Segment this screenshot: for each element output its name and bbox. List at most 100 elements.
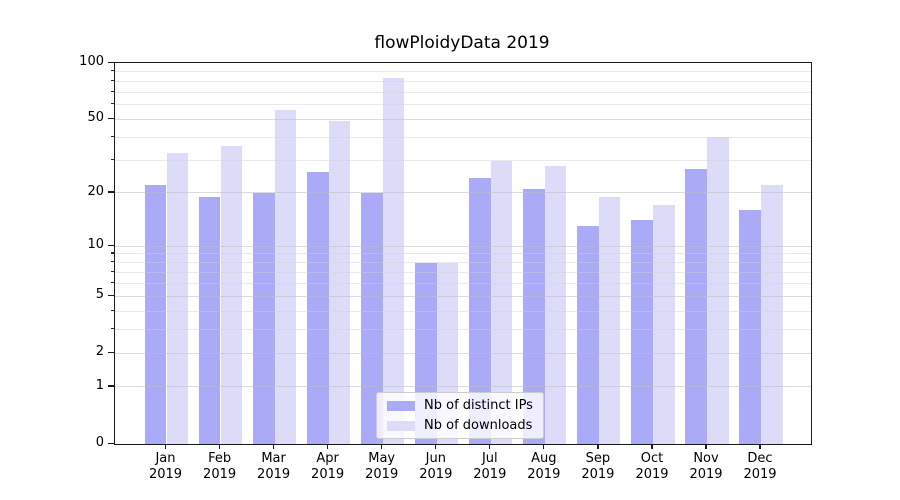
gridline-7 bbox=[115, 271, 811, 273]
gridline-2 bbox=[115, 352, 811, 354]
legend-item-distinct-ips: Nb of distinct IPs bbox=[387, 398, 543, 413]
x-tick-jan bbox=[164, 444, 167, 449]
x-tick-may bbox=[381, 444, 383, 449]
legend-label-distinct-ips: Nb of distinct IPs bbox=[424, 398, 533, 413]
chart-title: flowPloidyData 2019 bbox=[374, 33, 550, 53]
bar-downloads-dec bbox=[761, 185, 783, 444]
gridline-4 bbox=[115, 310, 811, 312]
x-tick-mar bbox=[272, 444, 275, 449]
bar-downloads-oct bbox=[653, 205, 675, 444]
x-tick-sep bbox=[597, 444, 599, 449]
bar-downloads-apr bbox=[328, 121, 351, 444]
x-tick-label-apr: Apr 2019 bbox=[311, 451, 345, 482]
y-minor-tick-3 bbox=[110, 328, 114, 330]
x-tick-label-may: May 2019 bbox=[365, 451, 399, 482]
x-tick-jun bbox=[435, 444, 437, 449]
plot-area bbox=[114, 62, 812, 445]
gridline-8 bbox=[115, 262, 811, 264]
x-tick-label-mar: Mar 2019 bbox=[257, 451, 291, 482]
y-tick-1 bbox=[108, 385, 114, 387]
y-minor-tick-4 bbox=[110, 309, 114, 311]
gridline-70 bbox=[115, 91, 811, 93]
y-tick-label-1: 1 bbox=[95, 377, 104, 393]
y-minor-tick-70 bbox=[110, 90, 114, 92]
x-tick-apr bbox=[326, 444, 329, 449]
x-tick-nov bbox=[705, 444, 707, 449]
gridline-80 bbox=[115, 80, 811, 82]
y-minor-tick-30 bbox=[110, 159, 114, 161]
x-tick-label-feb: Feb 2019 bbox=[203, 451, 237, 482]
x-tick-label-jul: Jul 2019 bbox=[473, 451, 507, 482]
bar-downloads-jul bbox=[490, 160, 513, 444]
y-tick-2 bbox=[108, 351, 114, 354]
legend-swatch-downloads bbox=[387, 420, 415, 431]
y-minor-tick-60 bbox=[110, 103, 114, 105]
y-tick-0 bbox=[108, 442, 114, 444]
y-minor-tick-90 bbox=[110, 70, 114, 72]
bar-downloads-aug bbox=[544, 166, 567, 444]
bar-distinct-ips-feb bbox=[198, 196, 221, 444]
x-tick-label-oct: Oct 2019 bbox=[635, 451, 669, 482]
x-tick-oct bbox=[651, 444, 653, 449]
legend-item-downloads: Nb of downloads bbox=[387, 418, 543, 433]
gridline-3 bbox=[115, 329, 811, 331]
y-tick-label-5: 5 bbox=[95, 287, 104, 303]
x-tick-aug bbox=[543, 444, 545, 449]
gridline-5 bbox=[115, 295, 811, 297]
x-tick-dec bbox=[759, 444, 761, 449]
bar-downloads-jan bbox=[166, 152, 189, 444]
bar-distinct-ips-dec bbox=[739, 210, 761, 444]
x-tick-label-sep: Sep 2019 bbox=[581, 451, 615, 482]
y-tick-label-0: 0 bbox=[95, 435, 104, 450]
y-minor-tick-8 bbox=[110, 261, 114, 263]
y-minor-tick-40 bbox=[110, 135, 114, 138]
bar-downloads-sep bbox=[598, 196, 621, 444]
bar-distinct-ips-jan bbox=[144, 185, 167, 444]
legend: Nb of distinct IPs Nb of downloads bbox=[376, 392, 544, 439]
bar-distinct-ips-apr bbox=[307, 171, 329, 444]
gridline-40 bbox=[115, 136, 811, 138]
bar-downloads-feb bbox=[220, 145, 243, 444]
gridline-50 bbox=[115, 118, 811, 120]
bar-distinct-ips-jul bbox=[469, 178, 491, 444]
legend-label-downloads: Nb of downloads bbox=[424, 418, 533, 433]
bar-distinct-ips-sep bbox=[577, 226, 599, 444]
x-tick-label-jun: Jun 2019 bbox=[419, 451, 453, 482]
x-tick-label-jan: Jan 2019 bbox=[148, 451, 183, 482]
bar-distinct-ips-may bbox=[361, 192, 383, 444]
y-tick-label-100: 100 bbox=[79, 54, 104, 69]
x-tick-feb bbox=[218, 444, 221, 449]
bar-distinct-ips-aug bbox=[523, 188, 545, 444]
y-tick-100 bbox=[108, 61, 114, 63]
gridline-30 bbox=[115, 160, 811, 161]
gridline-1 bbox=[115, 386, 811, 388]
y-minor-tick-7 bbox=[110, 270, 114, 273]
x-tick-label-dec: Dec 2019 bbox=[743, 451, 777, 482]
gridline-9 bbox=[115, 253, 811, 255]
y-minor-tick-80 bbox=[110, 79, 114, 82]
gridline-6 bbox=[115, 282, 811, 284]
gridline-90 bbox=[115, 71, 811, 73]
y-tick-label-2: 2 bbox=[95, 344, 104, 360]
y-tick-10 bbox=[108, 244, 114, 246]
gridline-60 bbox=[115, 104, 811, 106]
bar-distinct-ips-mar bbox=[253, 192, 275, 444]
bar-downloads-mar bbox=[274, 110, 297, 444]
y-tick-50 bbox=[108, 117, 114, 120]
x-tick-label-aug: Aug 2019 bbox=[527, 451, 561, 482]
y-tick-20 bbox=[108, 191, 114, 193]
gridline-20 bbox=[115, 192, 811, 194]
bar-downloads-nov bbox=[707, 137, 729, 444]
bar-downloads-may bbox=[382, 78, 405, 444]
y-minor-tick-9 bbox=[110, 252, 114, 254]
gridline-10 bbox=[115, 245, 811, 247]
x-tick-label-nov: Nov 2019 bbox=[689, 451, 723, 482]
x-tick-jul bbox=[489, 444, 491, 449]
y-tick-label-10: 10 bbox=[87, 237, 104, 252]
y-tick-label-20: 20 bbox=[87, 183, 104, 199]
bar-distinct-ips-nov bbox=[685, 168, 707, 444]
y-tick-label-50: 50 bbox=[87, 110, 104, 126]
y-minor-tick-6 bbox=[110, 281, 114, 284]
legend-swatch-distinct-ips bbox=[387, 400, 415, 411]
